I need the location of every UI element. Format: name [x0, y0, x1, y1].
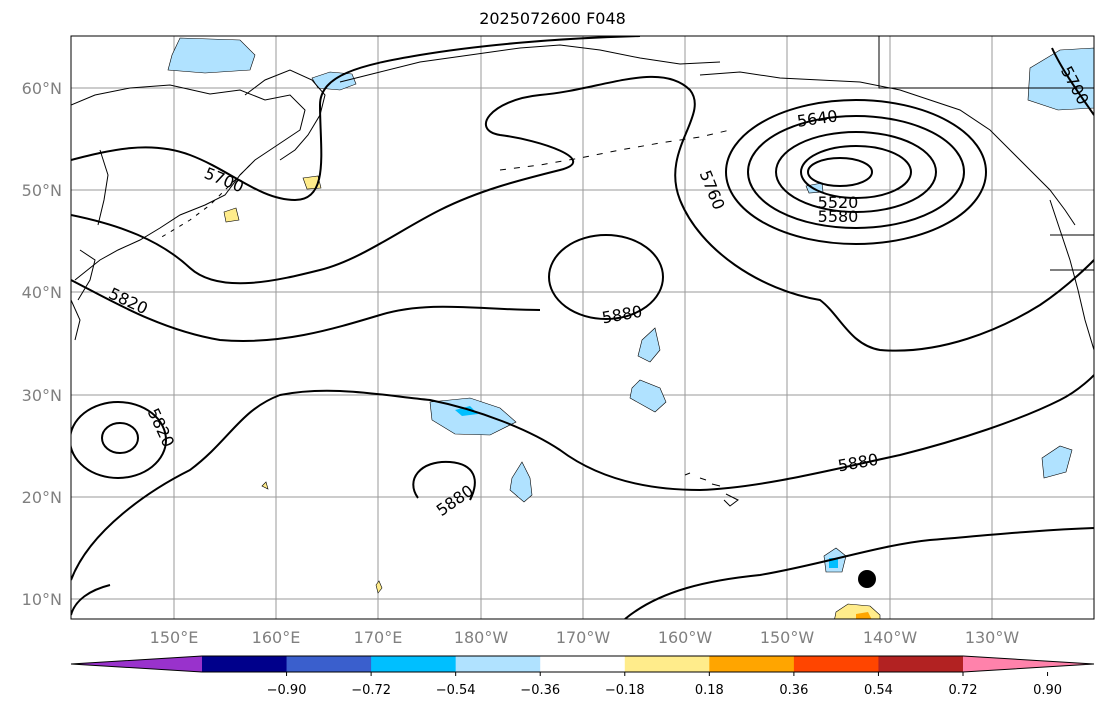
- contour-inner-ring: [800, 145, 912, 199]
- hawaii-islands: [684, 472, 739, 507]
- coastlines: [71, 36, 1094, 507]
- colorbar-extend-low: [71, 656, 202, 672]
- contour-inner-ring: [101, 422, 139, 454]
- contour-5700-west: [71, 36, 641, 202]
- contour-label: 5820: [106, 284, 151, 318]
- storm-center-marker: [858, 570, 876, 588]
- colorbar-tick-label: −0.90: [267, 683, 307, 698]
- contour-label: 5520: [818, 193, 859, 212]
- border-line: [878, 36, 1094, 89]
- contour-5520-ring: [775, 131, 937, 213]
- colorbar-segment: [455, 656, 541, 672]
- shade-negative: [1027, 47, 1094, 111]
- colorbar-tick-label: 0.36: [779, 683, 808, 698]
- contour-label: 5820: [144, 405, 178, 450]
- shade-positive: [223, 207, 240, 223]
- coast-alaska: [699, 71, 1076, 226]
- lat-tick-label: 30°N: [22, 386, 62, 405]
- colorbar-tick-label: 0.90: [1033, 683, 1062, 698]
- colorbar-segment: [202, 656, 288, 672]
- colorbar-outline: [70, 655, 1095, 673]
- contour-5880-south: [624, 527, 1094, 619]
- contour-5760: [71, 75, 1094, 352]
- colorbar-segment: [878, 656, 964, 672]
- contour-5580-ring: [747, 115, 965, 229]
- contour-inner-ring: [807, 157, 873, 187]
- contour-label: 5640: [796, 106, 839, 130]
- contour-label: 5880: [600, 302, 643, 328]
- shade-orange: [856, 612, 872, 619]
- shade-positive: [375, 580, 383, 594]
- contours: [71, 36, 1094, 619]
- coast-west-america: [1049, 199, 1094, 351]
- lon-tick-label: 140°W: [863, 628, 918, 647]
- lon-tick-label: 160°E: [252, 628, 301, 647]
- colorbar: −0.90 −0.72 −0.54 −0.36 −0.18 0.18 0.36 0.54 0.7…: [70, 655, 1095, 698]
- contour-5880-main: [71, 374, 1094, 581]
- colorbar-tick-label: −0.72: [351, 683, 391, 698]
- colorbar-segment: [286, 656, 372, 672]
- contour-5820-north: [71, 279, 541, 342]
- coast-north: [339, 44, 721, 83]
- lon-tick-label: 180°W: [454, 628, 509, 647]
- colorbar-tick-label: −0.36: [520, 683, 560, 698]
- shade-negative: [167, 37, 256, 74]
- contour-5880-high: [548, 234, 664, 320]
- lon-tick-label: 150°E: [150, 628, 199, 647]
- lon-tick-label: 160°W: [658, 628, 713, 647]
- contour-5880-small: [412, 460, 476, 501]
- lat-tick-label: 20°N: [22, 488, 62, 507]
- longitude-ticks: 150°E 160°E 170°E 180°W 170°W 160°W 150°…: [150, 628, 1020, 647]
- colorbar-segment: [371, 656, 457, 672]
- colorbar-tick-label: −0.18: [605, 683, 645, 698]
- shaded-regions: [167, 37, 1094, 619]
- aleutian-islands: [499, 129, 731, 171]
- contour-label: 5880: [433, 481, 477, 520]
- contour-label-group: 5700 5700 5640 5760 5520 5580 5820 5880 …: [106, 63, 1093, 520]
- latitude-ticks: 60°N 50°N 40°N 30°N 20°N 10°N: [22, 79, 62, 609]
- coast-japan: [77, 249, 96, 301]
- shade-negative: [629, 379, 667, 413]
- shade-positive: [261, 481, 269, 490]
- gridlines: [71, 36, 1094, 619]
- colorbar-segment: [709, 656, 795, 672]
- colorbar-tick-label: 0.72: [949, 683, 978, 698]
- contour-label: 5700: [202, 163, 247, 196]
- lat-tick-label: 60°N: [22, 79, 62, 98]
- shade-negative: [1041, 445, 1073, 479]
- contour-5640-ring: [725, 99, 987, 245]
- coast-asia-south: [71, 299, 81, 341]
- lat-tick-label: 10°N: [22, 590, 62, 609]
- colorbar-tick-label: 0.18: [695, 683, 724, 698]
- contour-5700-east: [1051, 47, 1094, 116]
- colorbar-segment: [540, 656, 626, 672]
- colorbar-segment: [624, 656, 710, 672]
- coast-asia: [71, 84, 306, 281]
- contour-label: 5880: [836, 450, 879, 476]
- lon-tick-label: 150°W: [760, 628, 815, 647]
- colorbar-segment: [793, 656, 879, 672]
- colorbar-tick-label: −0.54: [436, 683, 476, 698]
- contour-5880-left: [71, 584, 111, 616]
- map-title: 2025072600 F048: [479, 9, 626, 28]
- coast-kamchatka: [244, 69, 326, 161]
- lat-tick-label: 50°N: [22, 181, 62, 200]
- contour-label: 5580: [818, 207, 859, 226]
- lat-tick-label: 40°N: [22, 283, 62, 302]
- shade-strong-negative: [455, 406, 478, 416]
- colorbar-extend-high: [963, 656, 1094, 672]
- colorbar-tick-label: 0.54: [864, 683, 893, 698]
- kuril-islands: [159, 164, 251, 239]
- shade-negative: [429, 397, 517, 436]
- contour-5820-ring: [71, 401, 167, 479]
- plot-frame: [70, 35, 1095, 620]
- shade-negative: [509, 461, 533, 503]
- coast-sakhalin: [97, 149, 109, 226]
- lon-tick-label: 170°W: [556, 628, 611, 647]
- lon-tick-label: 170°E: [354, 628, 403, 647]
- lon-tick-label: 130°W: [965, 628, 1020, 647]
- shade-negative: [637, 327, 661, 363]
